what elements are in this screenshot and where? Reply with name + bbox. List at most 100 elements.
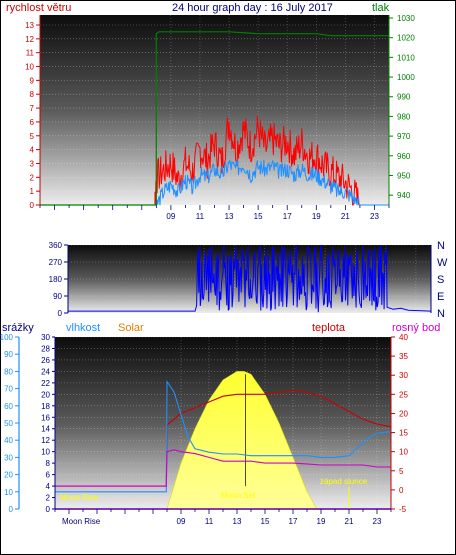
pressure-label: tlak: [372, 2, 390, 14]
compass-label: N: [437, 240, 445, 252]
compass-label: N: [437, 308, 445, 320]
rain-tick-label: 0: [9, 505, 14, 514]
rain-tick-label: 20: [4, 471, 13, 480]
moon-set-annotation: Moon Set: [221, 491, 256, 500]
time-tick-label: 17: [289, 517, 298, 526]
direction-tick-label: 180: [49, 275, 63, 284]
solar-tick-label: 2: [46, 494, 51, 503]
solar-area: [166, 371, 318, 510]
sunset-annotation: západ slunce: [320, 477, 368, 486]
solar-tick-label: 4: [46, 482, 51, 491]
time-tick-label: 15: [254, 212, 263, 221]
time-tick-label: 13: [233, 517, 242, 526]
wind-tick-label: 13: [25, 21, 34, 30]
wind-direction-line: [68, 244, 432, 313]
direction-tick-label: 0: [58, 309, 63, 318]
solar-tick-label: 26: [41, 356, 50, 365]
pressure-tick-label: 1020: [397, 34, 415, 43]
pressure-tick-label: 980: [397, 112, 411, 121]
temperature-tick-label: 10: [399, 448, 408, 457]
time-tick-label: 21: [345, 517, 354, 526]
pressure-tick-label: 940: [397, 191, 411, 200]
rain-tick-label: 100: [0, 333, 14, 342]
wind-tick-label: 2: [30, 173, 35, 182]
humidity-line: [55, 379, 392, 493]
solar-tick-label: 8: [46, 459, 51, 468]
time-tick-label: 09: [166, 212, 175, 221]
solar-label: Solar: [118, 322, 144, 334]
solar-tick-label: 20: [41, 390, 50, 399]
time-tick-label: 13: [225, 212, 234, 221]
wind-tick-label: 7: [30, 104, 35, 113]
solar-tick-label: 14: [41, 425, 50, 434]
time-tick-label: 21: [341, 212, 350, 221]
time-tick-label: 15: [261, 517, 270, 526]
rain-tick-label: 30: [4, 453, 13, 462]
humidity-label: vlhkost: [66, 322, 100, 334]
direction-tick-label: 360: [49, 241, 63, 250]
pressure-tick-label: 1010: [397, 53, 415, 62]
pressure-tick-label: 990: [397, 93, 411, 102]
moon-rise-annotation: Moon Rise: [60, 493, 99, 502]
temperature-tick-label: 0: [399, 486, 404, 495]
dew-point-line: [55, 449, 391, 487]
temperature-line: [55, 389, 392, 487]
time-tick-label: 19: [312, 212, 321, 221]
direction-tick-label: 270: [49, 258, 63, 267]
wind-tick-label: 6: [30, 118, 35, 127]
wind-tick-label: 5: [30, 132, 35, 141]
wind-average-line: [40, 159, 389, 206]
solar-tick-label: 6: [46, 471, 51, 480]
rain-tick-label: 60: [4, 402, 13, 411]
solar-tick-label: 28: [41, 344, 50, 353]
time-tick-label: 11: [196, 212, 205, 221]
time-tick-label: 11: [205, 517, 214, 526]
wind-tick-label: 0: [30, 201, 35, 210]
compass-label: W: [437, 257, 448, 269]
wind-pressure-series: [40, 31, 389, 206]
temperature-tick-label: 20: [399, 409, 408, 418]
solar-tick-label: 22: [41, 379, 50, 388]
temperature-tick-label: 25: [399, 390, 408, 399]
compass-label: E: [437, 291, 444, 303]
solar-tick-label: 24: [41, 367, 50, 376]
time-tick-label: 23: [373, 517, 382, 526]
time-tick-label: 09: [177, 517, 186, 526]
rain-tick-label: 10: [4, 488, 13, 497]
temperature-tick-label: 35: [399, 352, 408, 361]
temperature-tick-label: 30: [399, 371, 408, 380]
time-tick-label: 19: [317, 517, 326, 526]
wind-speed-label: rychlost větru: [6, 2, 71, 14]
pressure-tick-label: 950: [397, 171, 411, 180]
dew-point-label: rosný bod: [392, 322, 440, 334]
rain-tick-label: 90: [4, 350, 13, 359]
wind-direction-series: [68, 244, 432, 313]
wind-tick-label: 4: [30, 146, 35, 155]
temperature-tick-label: 5: [399, 467, 404, 476]
temperature-tick-label: 15: [399, 429, 408, 438]
solar-tick-label: 12: [41, 436, 50, 445]
solar-tick-label: 18: [41, 402, 50, 411]
pressure-tick-label: 1000: [397, 73, 415, 82]
wind-tick-label: 11: [26, 49, 35, 58]
moon-rise-bottom-label: Moon Rise: [62, 517, 101, 526]
solar-tick-label: 10: [41, 448, 50, 457]
rain-tick-label: 40: [4, 436, 13, 445]
time-tick-label: 23: [370, 212, 379, 221]
rain-label: srážky: [2, 322, 34, 334]
wind-tick-label: 12: [25, 35, 34, 44]
pressure-line: [40, 31, 389, 206]
compass-label: S: [437, 274, 444, 286]
tick-labels: 0123456789101112139409509609709809901000…: [0, 14, 448, 526]
page-title: 24 hour graph day : 16 July 2017: [172, 2, 333, 14]
rain-tick-label: 80: [4, 367, 13, 376]
time-tick-label: 17: [283, 212, 292, 221]
wind-tick-label: 3: [30, 159, 35, 168]
wind-tick-label: 9: [30, 76, 35, 85]
rain-tick-label: 70: [4, 385, 13, 394]
solar-tick-label: 0: [46, 505, 51, 514]
solar-tick-label: 16: [41, 413, 50, 422]
direction-tick-label: 90: [53, 292, 62, 301]
rain-tick-label: 50: [4, 419, 13, 428]
